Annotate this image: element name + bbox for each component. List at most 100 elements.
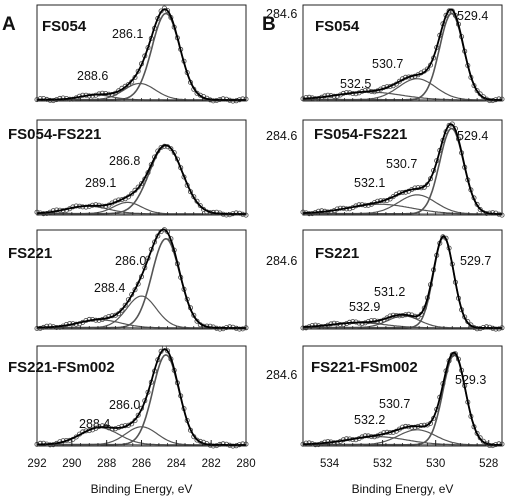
- data-point: [135, 68, 141, 74]
- data-point: [493, 326, 499, 332]
- peak-label: 286.0: [115, 254, 146, 268]
- component-peak-284.6: [37, 144, 246, 215]
- peak-label: 286.1: [112, 27, 143, 41]
- data-point: [303, 325, 309, 331]
- peak-label: 530.7: [386, 157, 417, 171]
- spectrum-fs054: 284.6 286.1 288.6 FS054: [34, 4, 297, 104]
- peak-label: 529.7: [460, 254, 491, 268]
- peak-label: 288.4: [79, 417, 110, 431]
- panel-letter: B: [262, 14, 276, 35]
- data-point: [220, 441, 226, 447]
- x-tick-label: 534: [320, 458, 340, 470]
- peak-label: 284.6: [266, 368, 297, 382]
- component-peak-284.6: [37, 237, 246, 329]
- x-axis-title: Binding Energy, eV: [352, 482, 454, 496]
- data-point: [197, 203, 203, 209]
- data-point: [362, 88, 368, 94]
- panel-letter: A: [2, 14, 16, 35]
- data-point: [37, 325, 43, 331]
- data-point: [99, 90, 105, 96]
- peak-label: 529.4: [457, 129, 488, 143]
- peak-label: 288.6: [77, 69, 108, 83]
- data-point: [168, 146, 174, 152]
- data-point: [93, 202, 99, 208]
- x-tick-label: 282: [202, 458, 221, 470]
- data-point: [240, 441, 246, 447]
- data-point: [487, 98, 493, 104]
- subplot-frame: [36, 229, 247, 330]
- data-point: [312, 322, 318, 328]
- x-tick-label: 286: [132, 458, 151, 470]
- data-point: [96, 317, 102, 323]
- panel-b: B 529.4530.7532.5FS054529.4530.7532.1FS05…: [262, 4, 505, 496]
- data-point: [230, 443, 236, 449]
- data-point: [37, 440, 43, 446]
- data-point: [230, 98, 236, 104]
- x-tick-label: 528: [479, 458, 498, 470]
- x-axis-title: Binding Energy, eV: [91, 482, 193, 496]
- peak-label: 532.5: [340, 77, 371, 91]
- peak-label: 529.3: [455, 373, 486, 387]
- data-point: [350, 319, 356, 325]
- peak-label: 529.4: [457, 9, 488, 23]
- data-point: [300, 325, 306, 331]
- spectrum-name: FS221-FSm002: [311, 359, 418, 376]
- data-point: [340, 322, 346, 328]
- x-tick-label: 292: [27, 458, 46, 470]
- data-point: [424, 66, 430, 72]
- data-point: [446, 122, 452, 128]
- spectrum-fs221-fsm002: 529.3 530.7 532.2 FS221-FSm002: [300, 345, 505, 449]
- fit-envelope: [36, 144, 246, 215]
- data-point: [47, 323, 53, 329]
- spectrum-name: FS054-FS221: [314, 126, 407, 143]
- data-point: [496, 96, 502, 102]
- data-point: [236, 326, 242, 332]
- data-point: [449, 8, 455, 14]
- x-tick-label: 284: [167, 458, 187, 470]
- spectrum-fs054-fs221: 284.6 286.8 289.1 FS054-FS221: [8, 119, 297, 218]
- peak-label: 530.7: [372, 57, 403, 71]
- data-point: [165, 8, 171, 14]
- data-point: [194, 437, 200, 443]
- data-point: [412, 424, 418, 430]
- data-point: [446, 8, 452, 14]
- fit-envelope: [302, 235, 502, 329]
- x-tick-label: 532: [373, 458, 392, 470]
- data-point: [129, 191, 135, 197]
- spectrum-name: FS221: [8, 245, 52, 262]
- fit-envelope: [302, 123, 502, 215]
- data-point: [138, 181, 144, 187]
- x-tick-label: 530: [426, 458, 445, 470]
- data-point: [474, 88, 480, 94]
- peak-label: 531.2: [374, 285, 405, 299]
- data-point: [303, 440, 309, 446]
- data-point: [83, 204, 89, 210]
- fit-envelope: [303, 351, 502, 446]
- data-point: [315, 442, 321, 448]
- peak-label: 288.4: [94, 281, 125, 295]
- fit-envelope: [302, 8, 502, 101]
- spectrum-name: FS221-FSm002: [8, 359, 115, 376]
- x-tick-label: 288: [97, 458, 116, 470]
- peak-label: 532.2: [354, 413, 385, 427]
- peak-label: 286.0: [109, 398, 140, 412]
- peak-label: 284.6: [266, 7, 297, 21]
- peak-label: 532.9: [349, 300, 380, 314]
- spectrum-fs221: 284.6 286.0 288.4 FS221: [8, 227, 297, 332]
- spectrum-name: FS054: [42, 18, 87, 35]
- data-point: [50, 98, 56, 104]
- peak-label: 530.7: [379, 397, 410, 411]
- data-point: [158, 144, 164, 150]
- peak-label: 286.8: [109, 154, 140, 168]
- peak-label: 289.1: [85, 176, 116, 190]
- data-point: [240, 96, 246, 102]
- data-point: [477, 206, 483, 212]
- spectrum-name: FS221: [315, 245, 359, 262]
- peak-label: 532.1: [354, 176, 385, 190]
- spectrum-name: FS054-FS221: [8, 126, 101, 143]
- data-point: [37, 96, 43, 102]
